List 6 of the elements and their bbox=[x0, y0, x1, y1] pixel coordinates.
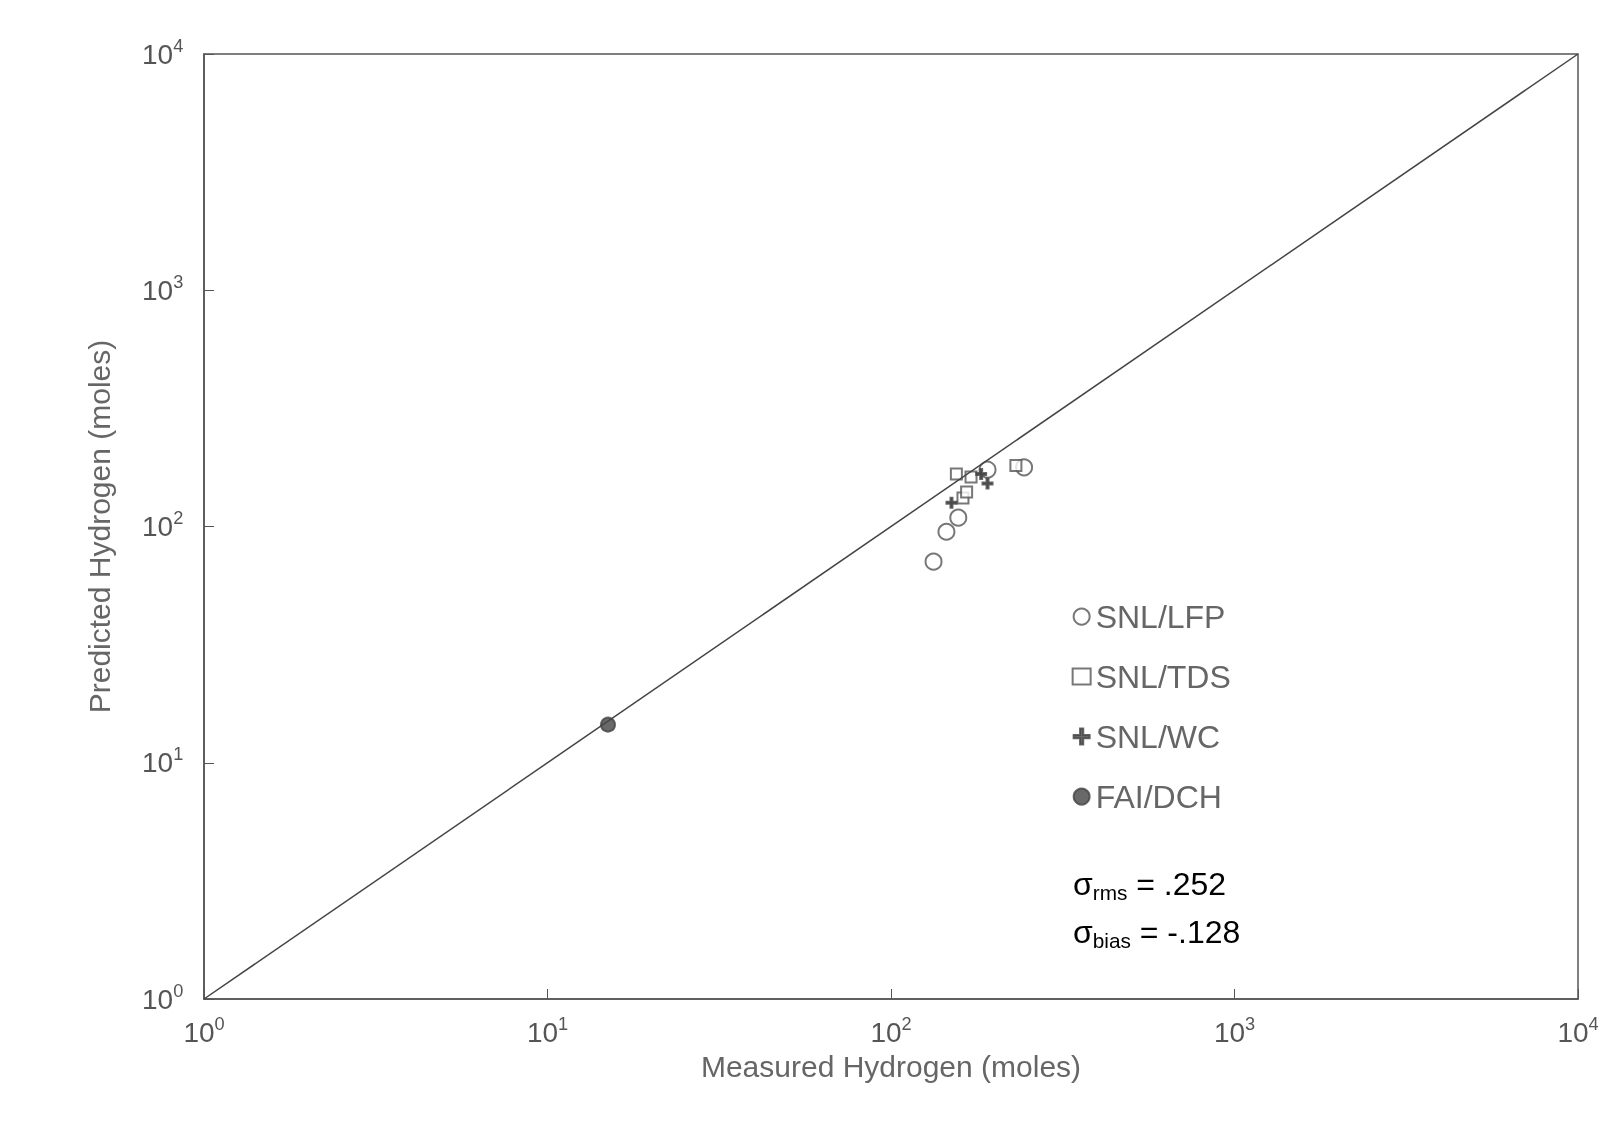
x-axis-title: Measured Hydrogen (moles) bbox=[700, 1049, 1082, 1083]
legend-label: SNL/TDS bbox=[1095, 658, 1231, 695]
y-axis-title: Predicted Hydrogen (moles) bbox=[82, 339, 116, 714]
legend-label: SNL/WC bbox=[1095, 718, 1221, 755]
legend-label: SNL/LFP bbox=[1095, 598, 1226, 635]
legend-label: FAI/DCH bbox=[1095, 778, 1222, 815]
